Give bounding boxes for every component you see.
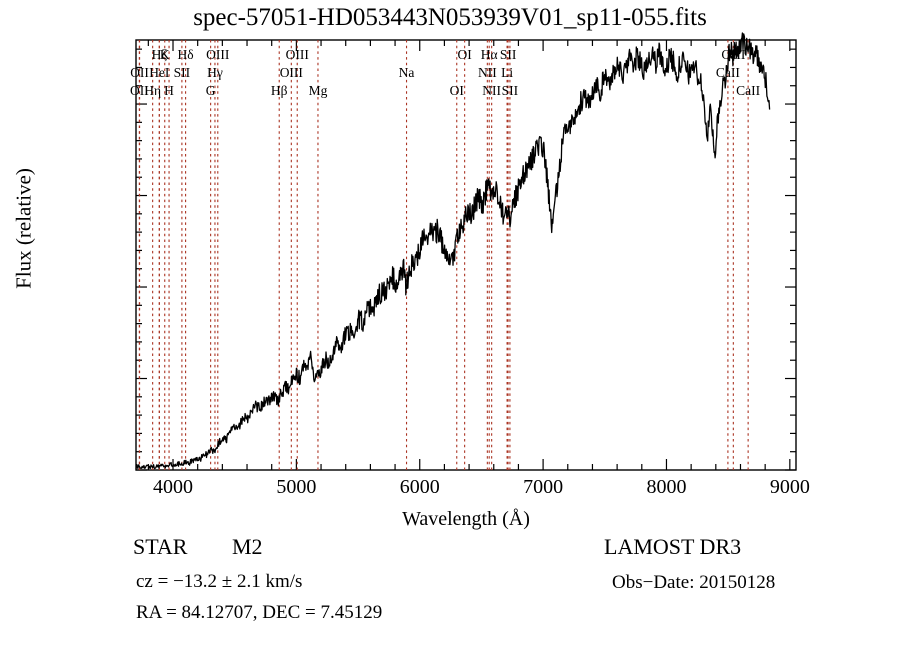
spectral-line-label: Hη bbox=[144, 83, 162, 98]
x-tick-label: 7000 bbox=[523, 476, 564, 498]
spectral-line-label: CaII bbox=[715, 65, 740, 80]
spectral-line-label: H bbox=[164, 83, 174, 98]
spectral-line-label: OI bbox=[449, 83, 464, 98]
coordinates-label: RA = 84.12707, DEC = 7.45129 bbox=[136, 602, 383, 623]
x-tick-label: 8000 bbox=[646, 476, 687, 498]
x-tick-label: 6000 bbox=[399, 476, 440, 498]
x-tick-label: 5000 bbox=[276, 476, 317, 498]
spectral-line-label: Li bbox=[501, 65, 514, 80]
figure-title: spec-57051-HD053443N053939V01_sp11-055.f… bbox=[193, 4, 707, 31]
spectral-line-label: Hζ bbox=[151, 47, 167, 62]
spectral-line-label: OIII bbox=[206, 47, 230, 62]
spectral-line-label: Na bbox=[398, 65, 415, 80]
spectral-line-label: Hβ bbox=[270, 83, 288, 98]
x-tick-label: 9000 bbox=[769, 476, 810, 498]
spectral-line-label: OIII bbox=[279, 65, 303, 80]
spectral-line-label: OI bbox=[457, 47, 472, 62]
radial-velocity-label: cz = −13.2 ± 2.1 km/s bbox=[136, 571, 303, 592]
spectral-line-label: SII bbox=[173, 65, 191, 80]
survey-label: LAMOST DR3 bbox=[604, 534, 742, 559]
spectral-line-label: Hα bbox=[480, 47, 498, 62]
spectral-line-markers bbox=[138, 40, 749, 470]
spectral-line-label: HeI bbox=[149, 65, 170, 80]
spectral-line-label: OIII bbox=[285, 47, 309, 62]
spectral-class-label: M2 bbox=[232, 534, 263, 559]
x-tick-label: 4000 bbox=[153, 476, 193, 498]
spectral-line-label: K bbox=[159, 47, 170, 62]
spectral-line-label: OII bbox=[130, 65, 149, 80]
x-axis-title: Wavelength (Å) bbox=[402, 508, 530, 530]
plot-frame bbox=[135, 39, 797, 471]
spectral-line-label: Mg bbox=[308, 83, 328, 98]
spectral-line-label: OII bbox=[129, 83, 149, 98]
object-type-label: STAR bbox=[133, 534, 188, 559]
spectral-line-label: Hγ bbox=[207, 65, 223, 80]
spectral-line-label: NII bbox=[482, 83, 502, 98]
flux-trace bbox=[135, 32, 771, 470]
spectral-line-label: G bbox=[205, 83, 216, 98]
y-axis-title: Flux (relative) bbox=[11, 168, 36, 289]
spectral-line-label: SII bbox=[501, 83, 519, 98]
obs-date-label: Obs−Date: 20150128 bbox=[612, 572, 776, 593]
spectral-line-label: CaII bbox=[721, 47, 746, 62]
spectral-line-label: Hδ bbox=[177, 47, 194, 62]
spectral-line-label: NII bbox=[477, 65, 497, 80]
spectral-line-label: CaII bbox=[736, 83, 761, 98]
spectral-line-label: SII bbox=[499, 47, 517, 62]
